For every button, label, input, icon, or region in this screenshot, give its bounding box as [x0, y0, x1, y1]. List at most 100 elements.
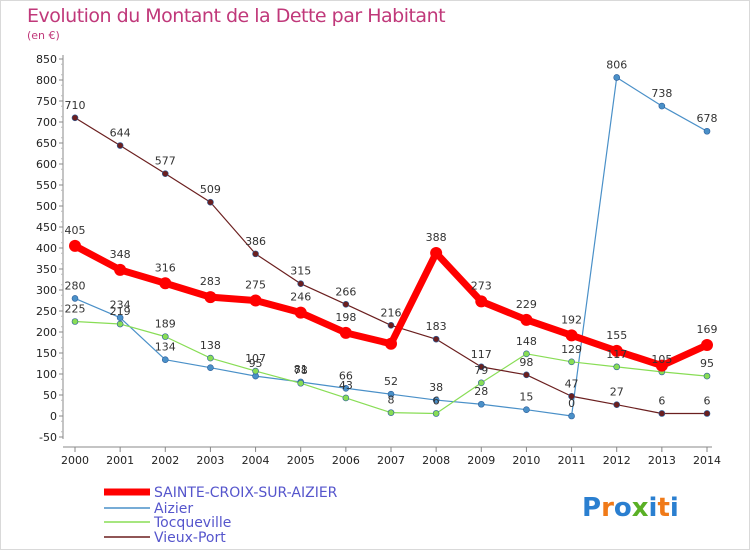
- data-label: 229: [516, 298, 537, 311]
- x-tick-label: 2004: [242, 454, 270, 467]
- data-point: [342, 300, 350, 308]
- y-tick-label: 550: [36, 179, 57, 192]
- data-point: [477, 400, 485, 408]
- data-point: [207, 198, 214, 206]
- y-tick-label: 150: [36, 347, 57, 360]
- data-point: [432, 410, 440, 417]
- data-label: 129: [561, 343, 582, 356]
- data-label: 283: [200, 275, 221, 288]
- data-label: 79: [474, 364, 488, 377]
- y-tick-label: 750: [36, 95, 57, 108]
- x-tick-label: 2010: [512, 454, 540, 467]
- data-point: [207, 364, 214, 372]
- data-label: 348: [110, 248, 131, 261]
- data-label: 81: [294, 363, 308, 376]
- chart-title: Evolution du Montant de la Dette par Hab…: [27, 5, 446, 27]
- data-point: [477, 363, 485, 371]
- data-label: 738: [651, 87, 672, 100]
- data-label: 6: [433, 394, 440, 407]
- data-label: 28: [474, 385, 488, 398]
- data-label: 315: [290, 265, 311, 278]
- x-tick-label: 2006: [332, 454, 360, 467]
- x-tick-label: 2000: [61, 454, 89, 467]
- data-point: [387, 409, 395, 416]
- data-point: [159, 277, 172, 290]
- data-label: 15: [519, 391, 533, 404]
- proxiti-logo: Proxiti: [582, 493, 679, 523]
- y-tick-label: 100: [36, 368, 57, 381]
- data-point: [339, 326, 352, 339]
- y-tick-label: 50: [43, 389, 57, 402]
- x-tick-label: 2014: [693, 454, 721, 467]
- data-label: 405: [65, 224, 86, 237]
- data-label: 275: [245, 279, 266, 292]
- data-point: [294, 306, 307, 319]
- data-point: [658, 410, 666, 417]
- data-point: [703, 127, 711, 135]
- data-label: 138: [200, 339, 221, 352]
- x-tick-label: 2008: [422, 454, 450, 467]
- data-point: [430, 247, 443, 260]
- data-label: 280: [65, 279, 86, 292]
- data-label: 43: [339, 379, 353, 392]
- data-label: 66: [339, 369, 353, 382]
- logo-letter: o: [614, 493, 632, 523]
- data-point: [523, 406, 530, 414]
- data-point: [475, 295, 488, 308]
- y-tick-label: 400: [36, 242, 57, 255]
- data-label: 134: [155, 341, 176, 354]
- data-point: [655, 359, 668, 372]
- data-label: 98: [519, 356, 533, 369]
- logo-letter: P: [582, 493, 601, 523]
- data-point: [385, 337, 397, 350]
- data-label: 105: [651, 353, 672, 366]
- data-point: [613, 401, 621, 408]
- data-label: 644: [110, 127, 131, 140]
- data-label: 219: [110, 305, 131, 318]
- chart-subtitle: (en €): [27, 29, 60, 42]
- x-tick-label: 2003: [196, 454, 224, 467]
- y-tick-label: 600: [36, 158, 57, 171]
- legend-label: SAINTE-CROIX-SUR-AIZIER: [154, 485, 338, 501]
- data-label: 0: [568, 397, 575, 410]
- data-label: 216: [381, 306, 402, 319]
- data-label: 386: [245, 235, 266, 248]
- data-label: 169: [697, 323, 718, 336]
- data-point: [116, 320, 124, 328]
- data-point: [297, 379, 305, 387]
- legend-label: Tocqueville: [153, 515, 231, 531]
- data-point: [116, 142, 124, 149]
- y-tick-label: 450: [36, 221, 57, 234]
- data-point: [658, 102, 666, 110]
- data-point: [568, 392, 575, 400]
- data-label: 198: [335, 311, 356, 324]
- data-point: [71, 318, 79, 325]
- x-tick-label: 2011: [558, 454, 586, 467]
- y-tick-label: -50: [39, 431, 57, 444]
- data-point: [432, 396, 440, 404]
- data-label: 273: [471, 279, 492, 292]
- data-label: 95: [700, 357, 714, 370]
- data-label: 8: [388, 394, 395, 407]
- data-point: [523, 371, 530, 379]
- legend-label: Aizier: [154, 501, 193, 517]
- data-label: 27: [610, 386, 624, 399]
- data-point: [520, 313, 533, 326]
- x-tick-label: 2013: [648, 454, 676, 467]
- series-line: [74, 76, 708, 417]
- data-point: [161, 356, 169, 364]
- data-point: [568, 358, 575, 366]
- data-label: 6: [704, 394, 711, 407]
- data-label: 95: [249, 357, 263, 370]
- data-label: 148: [516, 335, 537, 348]
- data-point: [703, 410, 711, 417]
- data-point: [387, 321, 395, 329]
- data-label: 155: [606, 329, 627, 342]
- y-tick-label: 500: [36, 200, 57, 213]
- data-label: 388: [426, 231, 447, 244]
- data-label: 316: [155, 261, 176, 274]
- data-point: [71, 295, 79, 302]
- logo-letter: r: [601, 493, 614, 523]
- data-point: [69, 239, 81, 252]
